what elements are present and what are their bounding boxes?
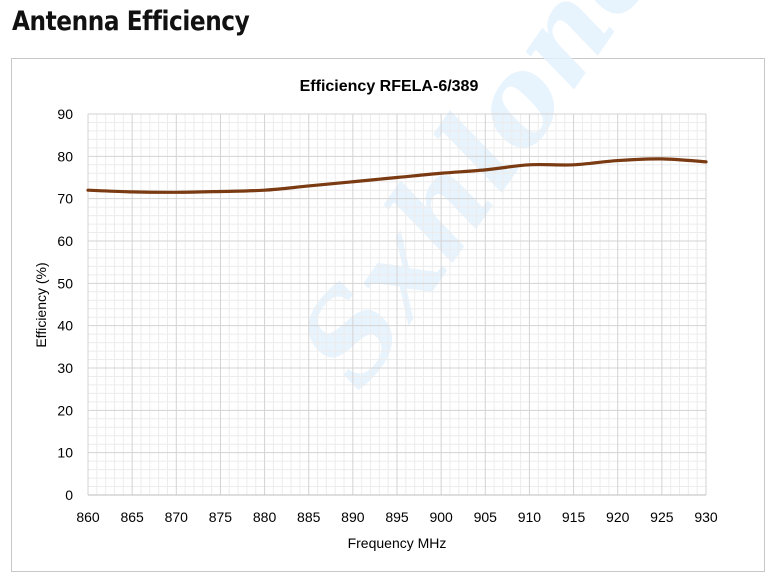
y-tick-label: 80 — [57, 148, 73, 164]
x-tick-label: 890 — [341, 509, 365, 525]
efficiency-series-line — [86, 157, 708, 194]
x-tick-label: 885 — [297, 509, 321, 525]
y-tick-label: 90 — [57, 106, 73, 122]
x-tick-label: 930 — [694, 509, 718, 525]
series-layer — [86, 157, 708, 194]
y-tick-label: 20 — [57, 402, 73, 418]
chart-title: Efficiency RFELA-6/389 — [300, 78, 479, 95]
x-axis-label: Frequency MHz — [348, 535, 447, 551]
y-tick-label: 40 — [57, 318, 73, 334]
y-tick-label: 10 — [57, 445, 73, 461]
x-tick-label: 895 — [385, 509, 409, 525]
x-tick-label: 925 — [650, 509, 674, 525]
y-tick-label: 30 — [57, 360, 73, 376]
x-tick-label: 920 — [606, 509, 630, 525]
y-tick-label: 0 — [65, 487, 73, 503]
x-tick-label: 905 — [474, 509, 498, 525]
x-tick-label: 915 — [562, 509, 586, 525]
y-tick-label: 50 — [57, 275, 73, 291]
y-tick-label: 60 — [57, 233, 73, 249]
x-tick-label: 880 — [253, 509, 277, 525]
x-tick-label: 865 — [120, 509, 144, 525]
x-tick-label: 875 — [209, 509, 233, 525]
major-grid — [87, 113, 707, 496]
y-axis-label: Efficiency (%) — [33, 262, 49, 347]
y-tick-label: 70 — [57, 191, 73, 207]
page-heading: Antenna Efficiency — [12, 6, 250, 37]
tick-labels: 860 865 870 875 880 885 890 895 900 905 910 915 920 9… — [57, 106, 717, 525]
x-tick-label: 870 — [165, 509, 189, 525]
x-tick-label: 910 — [518, 509, 542, 525]
x-tick-label: 900 — [429, 509, 453, 525]
x-tick-label: 860 — [76, 509, 100, 525]
